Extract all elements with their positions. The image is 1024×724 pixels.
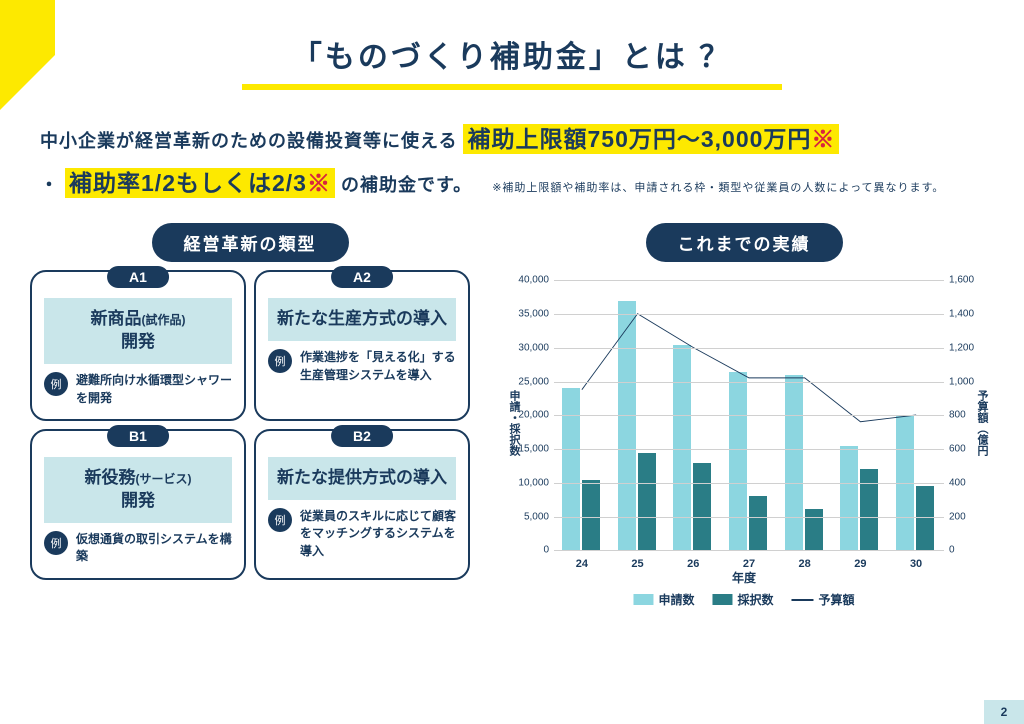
bullet: ・ [40, 175, 59, 195]
example-badge: 例 [44, 372, 68, 396]
ytick-right: 1,000 [949, 376, 989, 387]
types-panel: 経営革新の類型 A1 新商品(試作品)開発 例 避難所向け水循環型シャワーを開発… [30, 223, 470, 610]
ytick-right: 1,600 [949, 275, 989, 286]
highlight-rate: 補助率1/2もしくは2/3※ [65, 168, 335, 198]
example-text: 仮想通貨の取引システムを構築 [76, 531, 232, 566]
chart-panel: これまでの実績 申請・採択数 予算額（億円 24 25 26 27 28 29 … [494, 223, 994, 610]
types-heading: 経営革新の類型 [152, 223, 349, 262]
ytick-left: 15,000 [504, 444, 549, 455]
ytick-left: 10,000 [504, 477, 549, 488]
title-block: 「ものづくり補助金」とは ？ [0, 0, 1024, 90]
ytick-right: 0 [949, 545, 989, 556]
card-title: 新商品(試作品)開発 [44, 298, 232, 364]
intro-post: の補助金です。 [341, 175, 472, 195]
legend-swatch-adoptions [712, 594, 732, 605]
example-badge: 例 [44, 531, 68, 555]
card-title: 新たな生産方式の導入 [268, 298, 456, 341]
ytick-right: 1,400 [949, 309, 989, 320]
example-text: 従業員のスキルに応じて顧客をマッチングするシステムを導入 [300, 508, 456, 560]
x-tick: 28 [799, 558, 811, 570]
card-title: 新たな提供方式の導入 [268, 457, 456, 500]
x-tick: 29 [854, 558, 866, 570]
ytick-left: 35,000 [504, 309, 549, 320]
card-badge: B1 [107, 425, 169, 447]
intro-note: ※補助上限額や補助率は、申請される枠・類型や従業員の人数によって異なります。 [492, 182, 944, 194]
legend-swatch-applications [633, 594, 653, 605]
x-axis-label: 年度 [732, 569, 756, 586]
example-text: 避難所向け水循環型シャワーを開発 [76, 372, 232, 407]
card-badge: A1 [107, 266, 169, 288]
card-title: 新役務(サービス)開発 [44, 457, 232, 523]
chart: 申請・採択数 予算額（億円 24 25 26 27 28 29 30 05,00… [494, 270, 994, 610]
page-number: 2 [984, 700, 1024, 724]
type-card: B1 新役務(サービス)開発 例 仮想通貨の取引システムを構築 [30, 429, 246, 580]
type-card: A1 新商品(試作品)開発 例 避難所向け水循環型シャワーを開発 [30, 270, 246, 421]
card-badge: A2 [331, 266, 393, 288]
ytick-left: 30,000 [504, 342, 549, 353]
x-tick: 30 [910, 558, 922, 570]
ytick-left: 0 [504, 545, 549, 556]
chart-legend: 申請数 採択数 予算額 [633, 591, 854, 608]
intro-pre: 中小企業が経営革新のための設備投資等に使える [40, 131, 457, 151]
example-text: 作業進捗を「見える化」する生産管理システムを導入 [300, 349, 456, 384]
ytick-left: 20,000 [504, 410, 549, 421]
card-badge: B2 [331, 425, 393, 447]
x-tick: 24 [576, 558, 588, 570]
type-card: A2 新たな生産方式の導入 例 作業進捗を「見える化」する生産管理システムを導入 [254, 270, 470, 421]
x-tick: 25 [631, 558, 643, 570]
x-tick: 26 [687, 558, 699, 570]
legend-line-budget [792, 599, 814, 602]
chart-heading: これまでの実績 [646, 223, 843, 262]
highlight-amount: 補助上限額750万円～3,000万円※ [463, 124, 839, 154]
ytick-right: 600 [949, 444, 989, 455]
example-badge: 例 [268, 349, 292, 373]
example-badge: 例 [268, 508, 292, 532]
corner-accent [0, 0, 55, 110]
type-card: B2 新たな提供方式の導入 例 従業員のスキルに応じて顧客をマッチングするシステ… [254, 429, 470, 580]
ytick-right: 200 [949, 511, 989, 522]
ytick-left: 25,000 [504, 376, 549, 387]
intro-text: 中小企業が経営革新のための設備投資等に使える 補助上限額750万円～3,000万… [0, 90, 1024, 205]
ytick-right: 400 [949, 477, 989, 488]
ytick-left: 5,000 [504, 511, 549, 522]
ytick-right: 1,200 [949, 342, 989, 353]
page-title: 「ものづくり補助金」とは ？ [292, 32, 732, 76]
ytick-left: 40,000 [504, 275, 549, 286]
ytick-right: 800 [949, 410, 989, 421]
